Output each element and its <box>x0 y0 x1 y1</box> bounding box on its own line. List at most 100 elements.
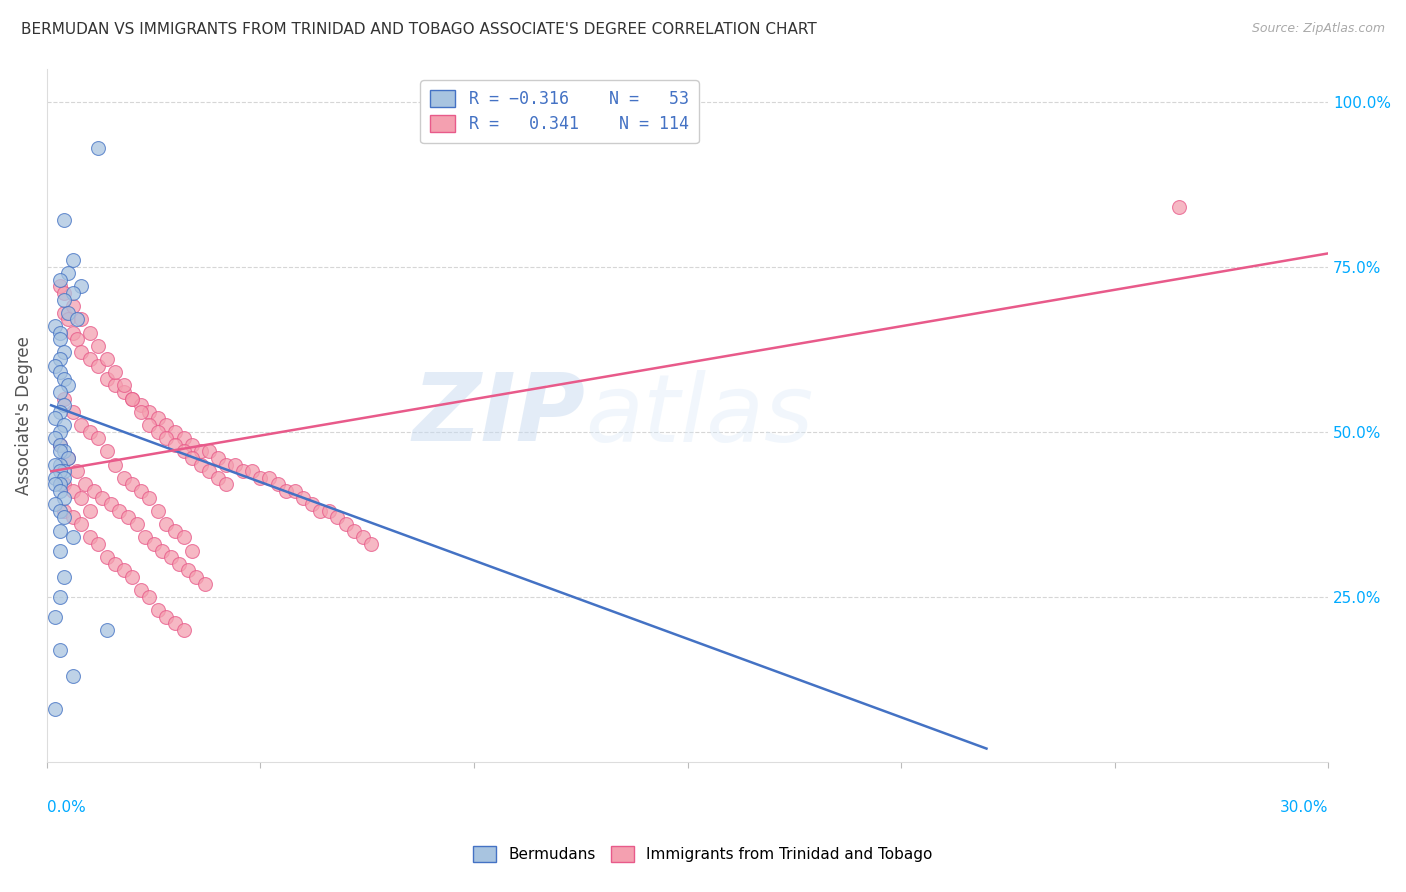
Y-axis label: Associate's Degree: Associate's Degree <box>15 335 32 494</box>
Point <box>198 444 221 458</box>
Point <box>215 458 238 472</box>
Point <box>79 326 101 340</box>
Point <box>48 484 70 499</box>
Point <box>335 517 357 532</box>
Point <box>138 491 160 505</box>
Point <box>70 312 93 326</box>
Point <box>87 141 110 155</box>
Point <box>48 458 70 472</box>
Point <box>87 431 110 445</box>
Point <box>62 326 84 340</box>
Point <box>70 517 93 532</box>
Point <box>150 543 173 558</box>
Point <box>155 517 177 532</box>
Point <box>129 484 152 499</box>
Point <box>117 510 139 524</box>
Point <box>173 530 195 544</box>
Point <box>58 312 80 326</box>
Point <box>309 504 332 518</box>
Point <box>70 491 93 505</box>
Point <box>326 510 349 524</box>
Point <box>48 405 70 419</box>
Point <box>181 438 204 452</box>
Point <box>44 458 66 472</box>
Point <box>48 326 70 340</box>
Point <box>121 392 143 406</box>
Point <box>52 418 75 433</box>
Point <box>96 550 118 565</box>
Point <box>48 642 70 657</box>
Point <box>129 405 152 419</box>
Point <box>215 477 238 491</box>
Point <box>173 431 195 445</box>
Point <box>62 299 84 313</box>
Point <box>146 411 169 425</box>
Point <box>48 464 70 478</box>
Point <box>240 464 263 478</box>
Point <box>352 530 374 544</box>
Point <box>87 359 110 373</box>
Point <box>44 411 66 425</box>
Point <box>83 484 105 499</box>
Point <box>48 385 70 400</box>
Point <box>207 471 229 485</box>
Point <box>163 524 186 538</box>
Point <box>155 431 177 445</box>
Point <box>142 537 165 551</box>
Text: atlas: atlas <box>585 369 813 460</box>
Point <box>190 444 212 458</box>
Point <box>112 378 135 392</box>
Point <box>284 484 307 499</box>
Point <box>52 213 75 227</box>
Point <box>52 306 75 320</box>
Point <box>48 279 70 293</box>
Point <box>104 458 127 472</box>
Point <box>155 418 177 433</box>
Point <box>163 425 186 439</box>
Point <box>44 431 66 445</box>
Point <box>79 504 101 518</box>
Point <box>52 398 75 412</box>
Point <box>249 471 271 485</box>
Point <box>121 477 143 491</box>
Text: BERMUDAN VS IMMIGRANTS FROM TRINIDAD AND TOBAGO ASSOCIATE'S DEGREE CORRELATION C: BERMUDAN VS IMMIGRANTS FROM TRINIDAD AND… <box>21 22 817 37</box>
Point <box>66 312 89 326</box>
Point <box>292 491 315 505</box>
Point <box>44 497 66 511</box>
Point <box>108 504 131 518</box>
Point <box>44 609 66 624</box>
Point <box>48 444 70 458</box>
Point <box>52 504 75 518</box>
Point <box>146 425 169 439</box>
Point <box>318 504 340 518</box>
Point <box>159 550 181 565</box>
Point <box>146 504 169 518</box>
Point <box>52 293 75 307</box>
Point <box>198 464 221 478</box>
Point <box>48 273 70 287</box>
Point <box>52 464 75 478</box>
Point <box>266 477 288 491</box>
Point <box>44 318 66 333</box>
Point <box>52 285 75 300</box>
Point <box>48 438 70 452</box>
Legend: R = −0.316    N =   53, R =   0.341    N = 114: R = −0.316 N = 53, R = 0.341 N = 114 <box>420 80 699 144</box>
Point <box>194 576 217 591</box>
Point <box>104 557 127 571</box>
Point <box>58 378 80 392</box>
Point <box>224 458 246 472</box>
Point <box>96 444 118 458</box>
Point <box>190 458 212 472</box>
Point <box>129 583 152 598</box>
Point <box>112 385 135 400</box>
Point <box>129 398 152 412</box>
Point <box>62 530 84 544</box>
Point <box>169 557 191 571</box>
Point <box>257 471 280 485</box>
Point <box>232 464 254 478</box>
Point <box>163 616 186 631</box>
Point <box>52 392 75 406</box>
Point <box>146 603 169 617</box>
Point <box>104 365 127 379</box>
Point <box>48 477 70 491</box>
